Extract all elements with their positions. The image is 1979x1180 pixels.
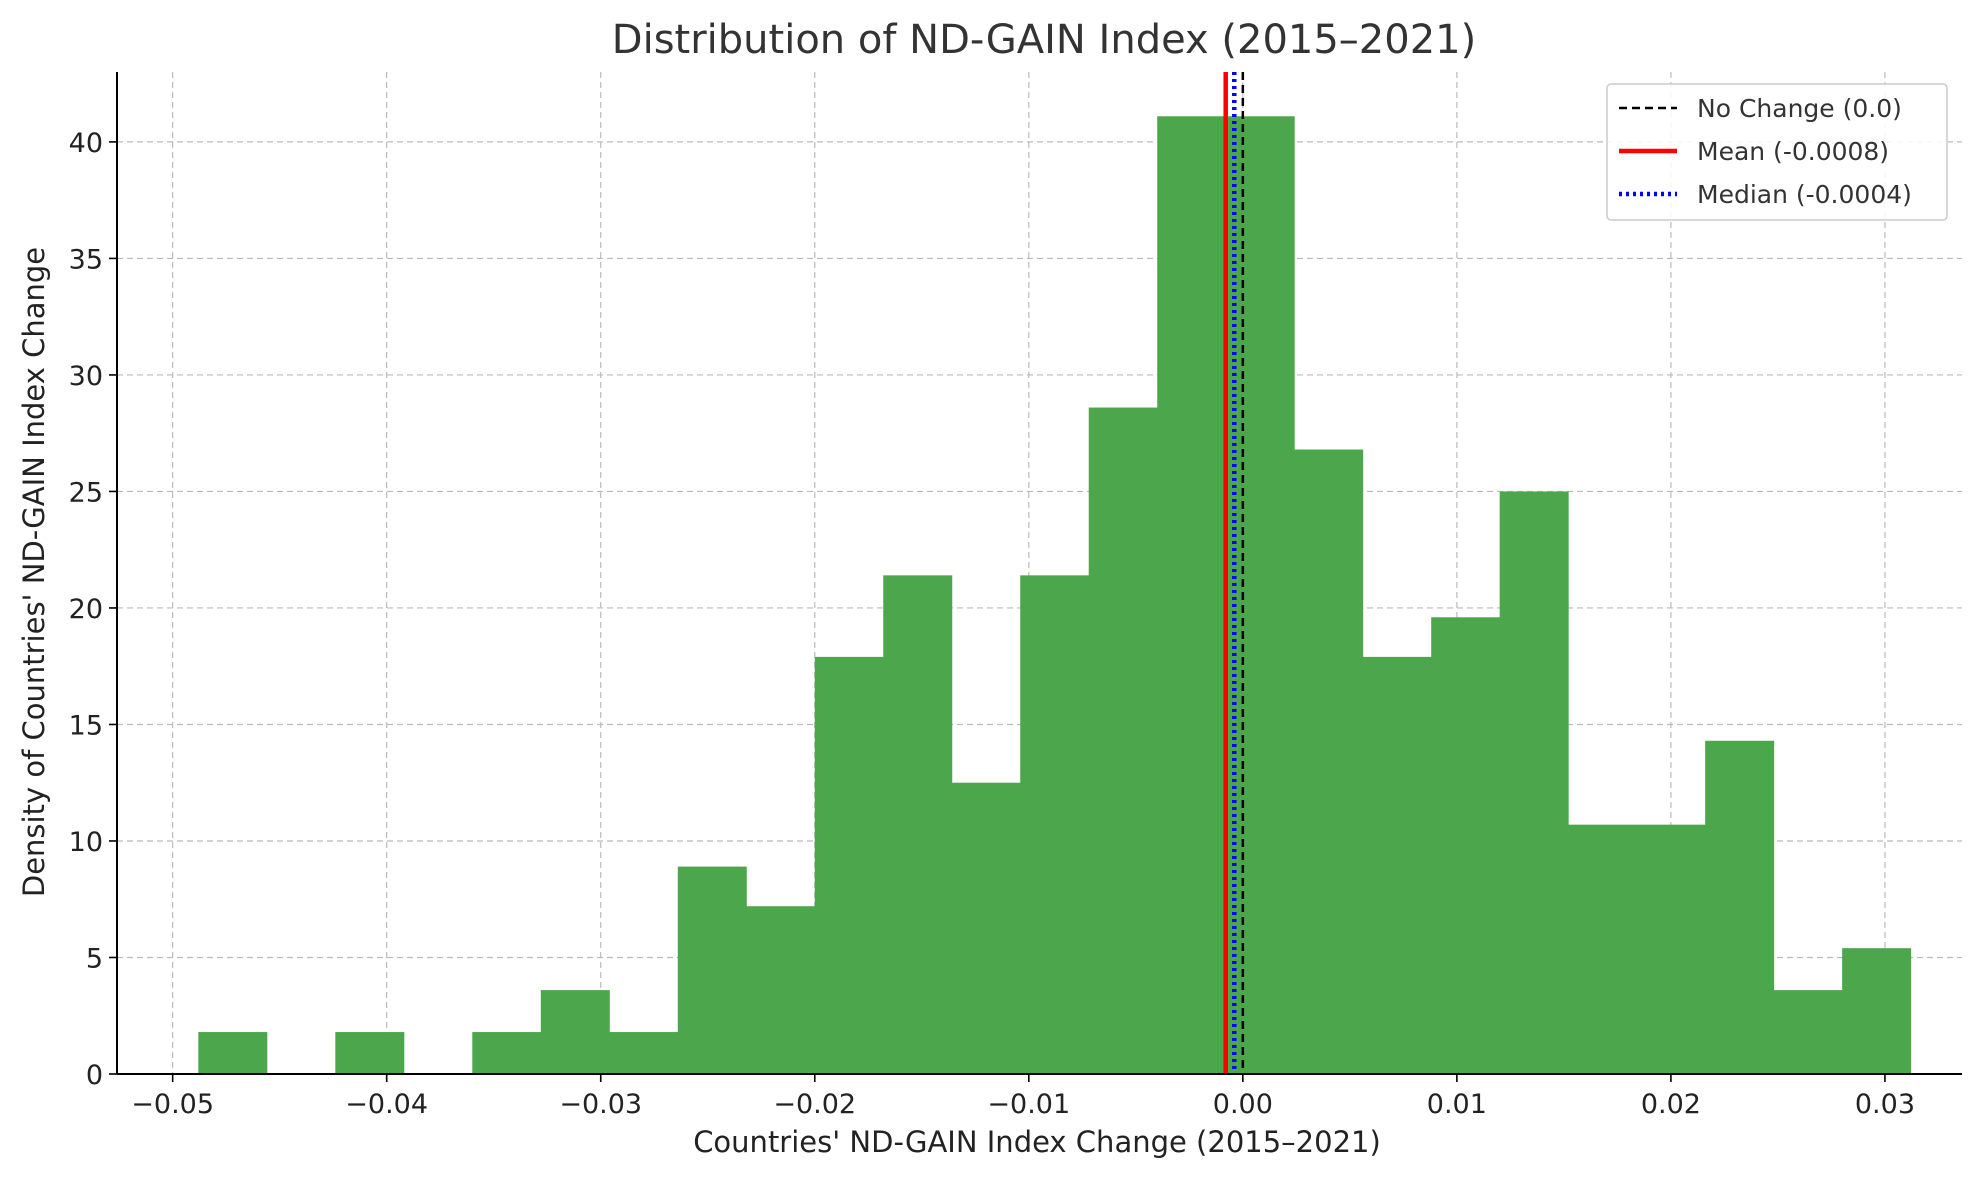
x-tick-label: −0.01	[987, 1089, 1070, 1120]
histogram-bar-2	[335, 1032, 405, 1074]
histogram-bar-20	[1568, 824, 1638, 1074]
histogram-bar-13	[1088, 407, 1158, 1075]
legend-label: Mean (-0.0008)	[1697, 137, 1889, 166]
y-tick-label: 0	[86, 1060, 103, 1091]
x-tick-label: 0.03	[1855, 1089, 1915, 1120]
reference-lines	[1223, 72, 1245, 1074]
y-axis-label: Density of Countries' ND-GAIN Index Chan…	[17, 247, 51, 897]
x-tick-label: 0.01	[1427, 1089, 1487, 1120]
legend-label: No Change (0.0)	[1697, 94, 1902, 123]
histogram-bar-17	[1362, 656, 1432, 1074]
histogram-bar-24	[1842, 948, 1912, 1074]
legend-box	[1606, 83, 1948, 221]
chart-title: Distribution of ND-GAIN Index (2015–2021…	[612, 17, 1476, 63]
histogram-bar-4	[472, 1032, 542, 1074]
y-tick-label: 25	[69, 477, 103, 508]
y-tick-label: 5	[86, 943, 103, 974]
x-tick-label: 0.00	[1213, 1089, 1273, 1120]
histogram-bar-19	[1499, 491, 1569, 1074]
histogram-bar-10	[883, 575, 953, 1074]
x-tick-label: −0.02	[773, 1089, 856, 1120]
x-tick-label: −0.05	[131, 1089, 214, 1120]
y-tick-label: 40	[69, 128, 103, 159]
histogram-bar-16	[1294, 449, 1364, 1074]
histogram-bar-21	[1636, 824, 1706, 1074]
histogram-bar-12	[1020, 575, 1090, 1074]
histogram-bar-18	[1431, 617, 1501, 1074]
histogram-bar-0	[198, 1032, 268, 1074]
histogram-bar-14	[1157, 116, 1227, 1075]
axes	[116, 72, 1962, 1075]
x-tick-label: −0.03	[559, 1089, 642, 1120]
y-tick-label: 35	[69, 244, 103, 275]
x-axis-ticks: −0.05 −0.04 −0.03 −0.02 −0.01 0.00 0.01 0.02 0.0…	[131, 1074, 1915, 1120]
histogram-bar-5	[540, 990, 610, 1074]
x-tick-label: −0.04	[345, 1089, 428, 1120]
histogram-bar-7	[677, 866, 747, 1074]
histogram-bar-6	[609, 1032, 679, 1074]
histogram-bar-15	[1225, 116, 1295, 1075]
legend-label: Median (-0.0004)	[1697, 180, 1912, 209]
y-tick-label: 30	[69, 361, 103, 392]
x-tick-label: 0.02	[1641, 1089, 1701, 1120]
histogram-bar-8	[746, 906, 816, 1074]
y-tick-label: 10	[69, 827, 103, 858]
x-axis-label: Countries' ND-GAIN Index Change (2015–20…	[693, 1125, 1381, 1159]
y-tick-label: 15	[69, 710, 103, 741]
legend: No Change (0.0) Mean (-0.0008) Median (-0.…	[1606, 83, 1948, 221]
histogram-bar-9	[814, 656, 884, 1074]
histogram-bar-11	[951, 782, 1021, 1074]
histogram-bar-22	[1705, 740, 1775, 1074]
y-tick-label: 20	[69, 594, 103, 625]
histogram-bar-23	[1773, 990, 1843, 1074]
y-axis-ticks: 0 5 10 15 20 25 30 35 40	[69, 128, 117, 1091]
histogram-bars	[198, 116, 1912, 1075]
